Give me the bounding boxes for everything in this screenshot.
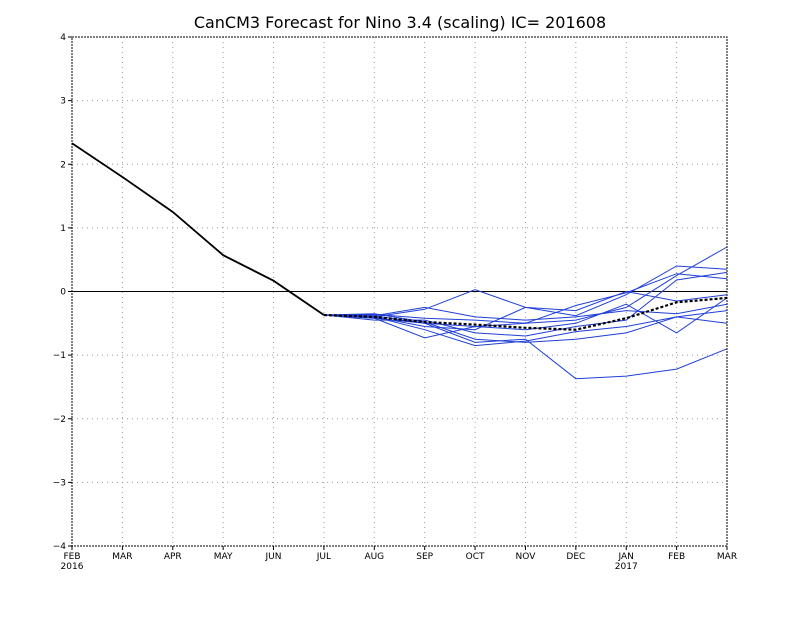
x-tick-label: DEC: [566, 552, 585, 562]
axis-ticks: [68, 36, 728, 550]
y-tick-label: 0: [60, 288, 66, 298]
x-tick-label: FEB: [63, 552, 80, 562]
y-tick-label: 4: [60, 33, 66, 43]
y-tick-label: 1: [60, 224, 66, 234]
y-tick-labels: 4 3 2 1 0 −1 −2 −3 −4: [53, 33, 67, 552]
ensemble-mean-line: [323, 296, 728, 331]
x-tick-label: NOV: [516, 552, 537, 562]
y-tick-label: 3: [60, 97, 66, 107]
y-tick-label: −1: [53, 351, 66, 361]
year-label: 2017: [615, 562, 638, 572]
y-tick-label: −2: [53, 415, 66, 425]
ensemble-member-line: [323, 310, 728, 343]
x-tick-label: JAN: [618, 552, 634, 562]
year-label: 2016: [61, 562, 84, 572]
y-tick-label: 2: [60, 160, 66, 170]
y-tick-label: −4: [53, 542, 67, 552]
x-tick-label: MAR: [112, 552, 132, 562]
chart-title: CanCM3 Forecast for Nino 3.4 (scaling) I…: [194, 13, 606, 32]
x-tick-label: JUL: [316, 552, 331, 562]
ensemble-mean-series: [323, 296, 728, 331]
ensemble-member-line: [323, 314, 728, 347]
y-tick-label: −3: [53, 478, 66, 488]
x-tick-label: JUN: [265, 552, 282, 562]
x-tick-label: FEB: [668, 552, 685, 562]
ensemble-member-line: [323, 273, 728, 324]
observed-series: [71, 142, 325, 316]
ensemble-member-line: [323, 314, 728, 380]
ensemble-member-line: [323, 303, 728, 321]
observed-line: [71, 142, 325, 316]
x-tick-label: OCT: [466, 552, 485, 562]
x-tick-label: SEP: [416, 552, 433, 562]
x-tick-label: AUG: [364, 552, 384, 562]
ensemble-members: [323, 246, 728, 380]
x-tick-labels: FEB MAR APR MAY JUN JUL AUG SEP OCT NOV DEC JAN FEB M…: [61, 552, 738, 572]
ensemble-member-line: [323, 290, 728, 331]
x-tick-label: MAR: [717, 552, 737, 562]
grid-lines: [72, 37, 727, 546]
x-tick-label: MAY: [214, 552, 233, 562]
x-tick-label: APR: [164, 552, 182, 562]
